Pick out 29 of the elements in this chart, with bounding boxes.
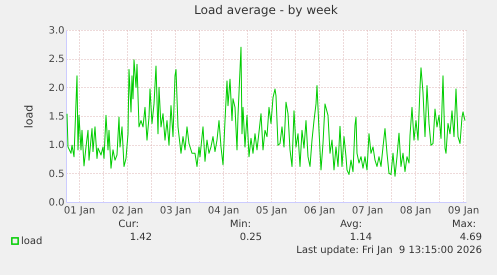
- text: 1.14: [350, 232, 372, 243]
- x-tick-label: 08 Jan: [400, 206, 432, 216]
- text: Max:: [452, 219, 476, 230]
- text: Cur:: [118, 219, 139, 230]
- x-tick-label: 06 Jan: [304, 206, 336, 216]
- y-tick-label: 3.0: [48, 26, 64, 36]
- text: Min:: [230, 219, 251, 230]
- y-tick-label: 1.0: [48, 140, 64, 152]
- y-tick-label: 2.0: [48, 82, 64, 94]
- y-tick-label: 0.0: [48, 198, 64, 208]
- y-axis-title: load: [22, 104, 36, 128]
- x-tick-label: 02 Jan: [112, 206, 144, 216]
- y-tick-label: 0.5: [48, 168, 64, 180]
- text: 4.69: [460, 232, 482, 243]
- y-tick-label: 2.5: [48, 54, 64, 66]
- text: Avg:: [340, 219, 362, 230]
- chart-title: Load average - by week: [194, 3, 338, 17]
- text: 1.42: [130, 232, 152, 243]
- legend-label: load: [21, 236, 42, 247]
- text: Last update: Fri Jan 9 13:15:00 2026: [296, 245, 482, 256]
- x-tick-label: 04 Jan: [208, 206, 240, 216]
- x-tick-label: 09 Jan: [448, 206, 480, 216]
- line-series: [66, 46, 466, 177]
- text: 0.25: [240, 232, 262, 243]
- y-tick-label: 1.5: [48, 112, 64, 122]
- x-tick-label: 05 Jan: [256, 206, 288, 216]
- x-tick-label: 01 Jan: [64, 206, 96, 216]
- x-tick-label: 03 Jan: [160, 206, 192, 216]
- x-tick-label: 07 Jan: [352, 206, 384, 216]
